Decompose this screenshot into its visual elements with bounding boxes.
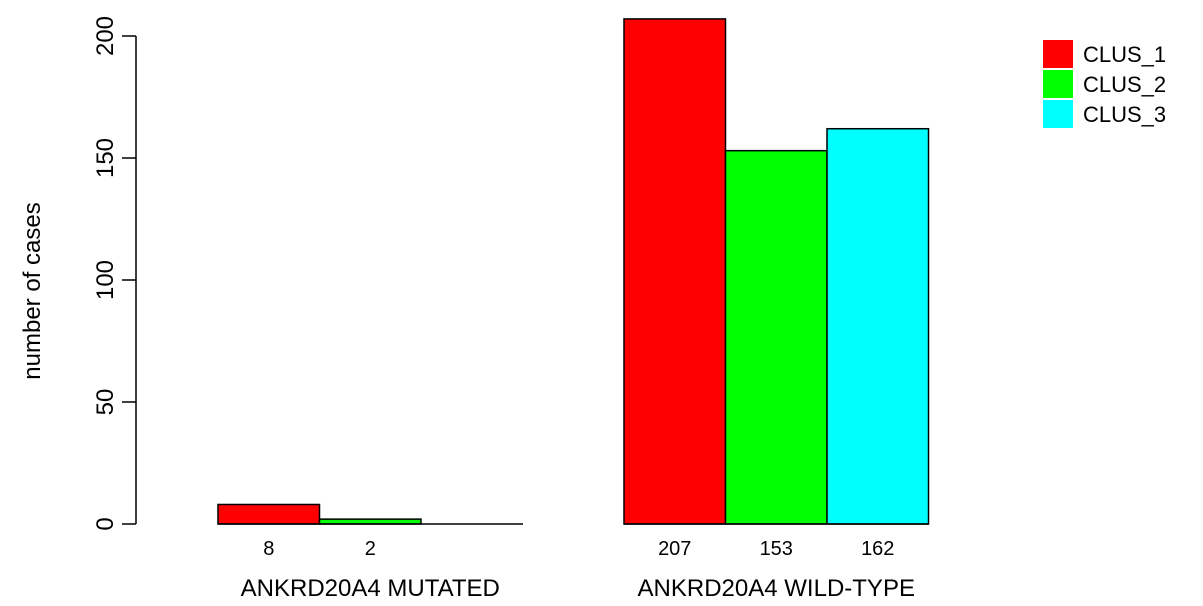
bar-clus-3-1: [826, 127, 930, 525]
legend-swatch: [1043, 40, 1073, 68]
bar-value-label: 2: [365, 538, 376, 560]
bars: [217, 18, 930, 525]
y-tick-label: 100: [92, 260, 119, 300]
y-tick-label: 150: [92, 138, 119, 178]
legend-label: CLUS_1: [1083, 42, 1166, 67]
bar-clus-1-1: [623, 18, 727, 525]
value-labels: 8 2 207 153 162: [263, 538, 894, 560]
legend-label: CLUS_2: [1083, 72, 1166, 97]
y-axis: 0 50 100 150 200: [92, 16, 137, 531]
category-labels: ANKRD20A4 MUTATED ANKRD20A4 WILD-TYPE: [241, 575, 915, 602]
legend-swatch: [1043, 100, 1073, 128]
y-tick-label: 200: [92, 16, 119, 56]
legend-swatch: [1043, 70, 1073, 98]
bar-value-label: 8: [263, 538, 274, 560]
legend: CLUS_1 CLUS_2 CLUS_3: [1043, 40, 1166, 128]
bar-clus-1-0: [217, 503, 321, 525]
y-tick-label: 0: [92, 517, 119, 530]
bar-value-label: 153: [760, 538, 793, 560]
bar-clus-2-1: [724, 149, 828, 525]
y-tick-label: 50: [92, 389, 119, 416]
legend-label: CLUS_3: [1083, 102, 1166, 127]
category-label: ANKRD20A4 MUTATED: [241, 575, 500, 602]
bar-value-label: 207: [658, 538, 691, 560]
bar-value-label: 162: [861, 538, 894, 560]
y-axis-label: number of cases: [19, 202, 46, 379]
category-label: ANKRD20A4 WILD-TYPE: [638, 575, 915, 602]
